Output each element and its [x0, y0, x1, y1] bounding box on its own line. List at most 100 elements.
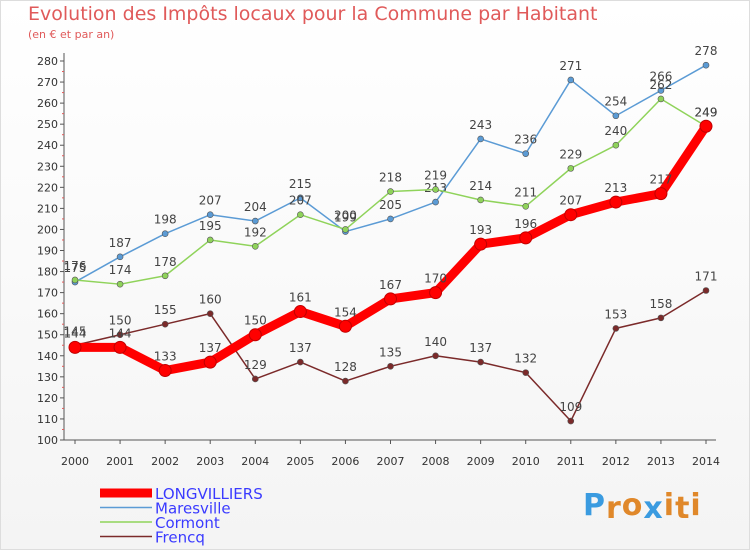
data-label: 218: [379, 171, 402, 185]
y-tick-label: 190: [37, 245, 58, 258]
legend-label: LONGVILLIERS: [155, 485, 263, 503]
data-label: 207: [559, 194, 582, 208]
data-point: [519, 231, 533, 245]
data-label: 167: [379, 278, 402, 292]
data-point: [654, 187, 668, 201]
y-tick-label: 100: [37, 434, 58, 447]
series-longvilliers: 144 144 133 137 150 161 154 167 170 193 196 207 213 2…: [64, 105, 717, 378]
x-tick-label: 2008: [422, 455, 450, 468]
proxiti-logo: Proxiti: [583, 488, 702, 526]
data-label: 271: [559, 59, 582, 73]
data-label: 128: [334, 360, 357, 374]
data-label: 254: [604, 95, 627, 109]
data-label: 161: [289, 291, 312, 305]
data-point: [116, 280, 124, 288]
data-label: 175: [64, 261, 87, 275]
legend-label: Frencq: [155, 529, 205, 547]
data-point: [522, 202, 530, 210]
data-point: [477, 358, 484, 366]
data-point: [203, 355, 217, 369]
data-label: 137: [289, 341, 312, 355]
data-label: 137: [199, 341, 222, 355]
data-label: 135: [379, 345, 402, 359]
data-label: 199: [334, 211, 357, 225]
data-label: 176: [64, 259, 87, 273]
data-point: [522, 369, 530, 376]
data-label: 196: [514, 217, 537, 231]
data-label: 249: [695, 105, 718, 119]
data-point: [474, 237, 488, 251]
data-point: [612, 141, 620, 149]
y-tick-label: 250: [37, 118, 58, 131]
x-tick-label: 2001: [106, 455, 134, 468]
y-tick-label: 240: [37, 139, 58, 152]
data-label: 198: [154, 213, 177, 227]
data-point: [342, 226, 349, 233]
legend-label: Maresville: [155, 500, 231, 518]
logo-letter: r: [606, 491, 622, 526]
x-tick-label: 2009: [467, 455, 495, 468]
data-label: 140: [424, 335, 447, 349]
y-tick-label: 130: [37, 371, 58, 384]
data-point: [161, 320, 169, 328]
data-point: [699, 119, 713, 133]
data-label: 229: [559, 147, 582, 161]
series-frencq: 145 150 155 160 129 137 128 135 140 137 132 109 153 1…: [64, 270, 717, 425]
data-label: 219: [424, 168, 447, 182]
data-point: [432, 186, 439, 193]
data-point: [113, 340, 127, 354]
data-point: [432, 352, 439, 360]
data-point: [657, 87, 665, 94]
data-label: 145: [64, 324, 87, 338]
y-tick-label: 140: [37, 350, 58, 363]
data-point: [342, 377, 349, 385]
data-label: 266: [649, 69, 672, 83]
y-tick-label: 210: [37, 202, 58, 215]
x-tick-label: 2013: [647, 455, 675, 468]
x-tick-label: 2006: [331, 455, 359, 468]
logo-letter: o: [621, 488, 644, 523]
y-tick-label: 270: [37, 76, 58, 89]
y-tick-label: 230: [37, 160, 58, 173]
data-point: [251, 375, 259, 383]
data-label: 144: [64, 326, 87, 340]
y-tick-label: 110: [37, 413, 58, 426]
data-point: [206, 211, 214, 219]
data-point: [251, 217, 259, 225]
data-label: 217: [649, 173, 672, 187]
data-point: [477, 135, 484, 143]
data-label: 109: [559, 400, 582, 414]
data-label: 170: [424, 272, 447, 286]
data-label: 158: [649, 297, 672, 311]
x-tick-label: 2011: [557, 455, 585, 468]
data-label: 150: [109, 314, 132, 328]
data-label: 207: [289, 194, 312, 208]
logo-letter: i: [663, 488, 676, 523]
logo-letter: x: [643, 491, 664, 526]
data-point: [657, 314, 665, 322]
data-point: [387, 188, 394, 195]
data-label: 207: [199, 194, 222, 208]
y-tick-label: 200: [37, 223, 58, 236]
logo-letter: t: [675, 491, 691, 526]
y-tick-label: 260: [37, 97, 58, 110]
data-point: [161, 230, 169, 237]
data-label: 192: [244, 225, 267, 239]
x-tick-label: 2014: [692, 455, 720, 468]
data-point: [297, 194, 304, 202]
data-label: 178: [154, 255, 177, 269]
data-label: 187: [109, 236, 132, 250]
chart-subtitle: (en € et par an): [28, 28, 115, 41]
y-tick-label: 220: [37, 181, 58, 194]
series-line: [70, 121, 711, 376]
data-point: [248, 328, 262, 342]
x-tick-label: 2007: [377, 455, 405, 468]
data-point: [158, 364, 172, 378]
data-label: 160: [199, 293, 222, 307]
data-point: [612, 112, 620, 120]
data-point: [68, 340, 82, 354]
data-point: [567, 165, 575, 172]
data-label: 214: [469, 179, 492, 193]
data-label: 193: [469, 223, 492, 237]
